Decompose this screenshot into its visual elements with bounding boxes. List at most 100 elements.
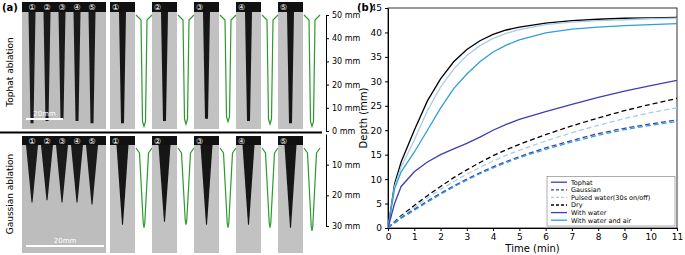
tick: 6 (543, 228, 549, 242)
tick-label: 7 (570, 232, 576, 242)
hole-profile (220, 148, 236, 228)
tick: 11 (672, 228, 683, 242)
hole-section (159, 145, 171, 222)
scale-bar-label: 20mm (54, 237, 77, 245)
overview-hole (26, 145, 38, 202)
axis-line (389, 228, 678, 229)
tick: 45 (371, 3, 388, 13)
tick: 0 mm (326, 127, 355, 136)
tick: 7 (570, 228, 576, 242)
row-separator (0, 132, 322, 134)
hole-profile (304, 15, 320, 126)
tick-mark (326, 226, 329, 227)
axis-line (326, 135, 327, 227)
tick-mark (519, 228, 520, 231)
tick-mark (385, 57, 388, 58)
tick: 25 (371, 101, 388, 111)
tick-label: 3 (464, 232, 470, 242)
tick: 30 mm (326, 222, 361, 231)
hole-profile (304, 148, 320, 231)
hole-photo (110, 136, 135, 253)
hole-photo (236, 136, 261, 253)
tick-mark (326, 15, 329, 16)
hole-photo-band (152, 136, 177, 145)
tick-mark (385, 81, 388, 82)
tick: 50 mm (326, 11, 361, 20)
tick-label: 1 (412, 232, 418, 242)
overview-hole (59, 12, 66, 119)
tick-mark (493, 228, 494, 231)
tick-mark (326, 195, 329, 196)
tick: 10 mm (326, 104, 361, 113)
hole-label: ③ (196, 3, 203, 12)
series-line (388, 80, 677, 228)
tick-label: 25 (371, 101, 382, 111)
tick-mark (326, 108, 329, 109)
overview-hole-label: ① (28, 3, 35, 12)
overview-hole (29, 12, 36, 123)
tick-mark (385, 228, 388, 229)
tick-mark (385, 8, 388, 9)
series-line (388, 17, 677, 228)
hole-photo (278, 2, 303, 129)
hole-profile (178, 15, 194, 124)
overview-photo (22, 136, 106, 253)
overview-hole (71, 145, 83, 202)
tick: 5 (517, 228, 523, 242)
legend-swatch (551, 189, 567, 190)
tick-mark (546, 228, 547, 231)
plot-area (388, 17, 677, 228)
hole-photo (194, 136, 219, 253)
tick-label: 0 mm (332, 127, 355, 136)
hole-profile (136, 15, 152, 126)
tick: 5 (376, 199, 388, 209)
tick-mark (385, 130, 388, 131)
series-line (388, 120, 677, 228)
tick-mark (385, 106, 388, 107)
hole-photo-band (152, 2, 177, 12)
tick-label: 35 (371, 52, 382, 62)
tick-mark (677, 228, 678, 231)
tick-mark (385, 179, 388, 180)
overview-hole-label: ② (43, 137, 50, 146)
row-title: Gaussian ablation (5, 154, 15, 235)
tick-label: 10 (371, 174, 383, 184)
hole-label: ④ (238, 137, 245, 146)
overview-hole (41, 145, 53, 200)
hole-profile (178, 148, 194, 225)
hole-photo-band (236, 136, 261, 145)
tick-mark (326, 165, 329, 166)
hole-photo (194, 2, 219, 129)
hole-photo (152, 2, 177, 129)
tick-mark (326, 85, 329, 86)
hole-section (203, 12, 210, 119)
tick-label: 0 (376, 223, 382, 233)
depth-scale-axis: 10 mm 20 mm 30 mm (326, 135, 361, 232)
tick-mark (326, 131, 329, 132)
hole-section (201, 145, 213, 225)
overview-hole-label: ④ (73, 3, 80, 12)
tick-label: 11 (672, 232, 683, 242)
hole-photo-band (194, 136, 219, 145)
tick: 10 mm (326, 161, 361, 170)
tick-label: 2 (438, 232, 444, 242)
tick-label: 20 mm (332, 191, 361, 200)
tick-mark (441, 228, 442, 231)
tick-mark (467, 228, 468, 231)
tick-label: 5 (517, 232, 523, 242)
tick: 40 mm (326, 34, 361, 43)
tick: 8 (596, 228, 602, 242)
tick-label: 0 (386, 232, 392, 242)
tick-mark (414, 228, 415, 231)
ablation-row: Gaussian ablation①②③④⑤20mm①②③④⑤10 mm20 m… (5, 135, 361, 254)
tick-label: 30 mm (332, 57, 361, 66)
overview-top-band (22, 2, 106, 12)
series-line (388, 121, 677, 228)
overview-photo (22, 2, 106, 129)
tick-mark (624, 228, 625, 231)
series-line (388, 24, 677, 228)
tick-mark (572, 228, 573, 231)
tick-label: 10 mm (332, 104, 361, 113)
tick: 30 (371, 77, 388, 87)
tick-label: 40 (371, 28, 383, 38)
